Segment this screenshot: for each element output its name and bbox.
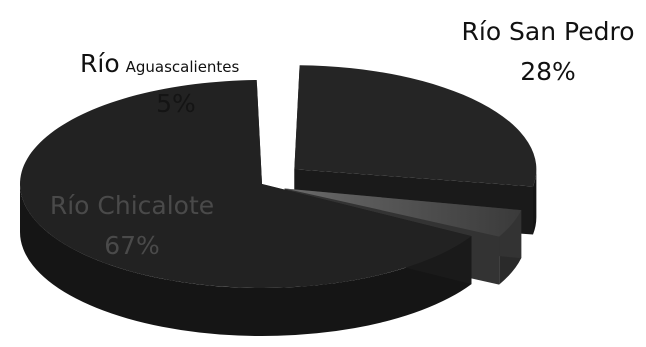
label-chicalote-name: Río Chicalote <box>50 191 214 220</box>
label-aguascalientes-small: Aguascalientes <box>126 58 240 76</box>
pie-slice-side-wall <box>533 169 537 235</box>
pie-slice-side-wall <box>20 184 472 336</box>
label-aguascalientes-percent: 5% <box>156 89 196 118</box>
label-aguascalientes-main: Río <box>80 49 120 78</box>
label-aguascalientes-name: Río Aguascalientes <box>80 49 240 78</box>
pie-slice-r-o-chicalote <box>19 80 472 288</box>
pie-slice-r-o-san-pedro <box>294 65 537 187</box>
pie-slice-r-o-aguascalientes <box>284 188 522 237</box>
label-chicalote-percent: 67% <box>104 231 160 260</box>
label-san-pedro-percent: 28% <box>520 57 576 86</box>
label-san-pedro-name: Río San Pedro <box>462 17 635 46</box>
